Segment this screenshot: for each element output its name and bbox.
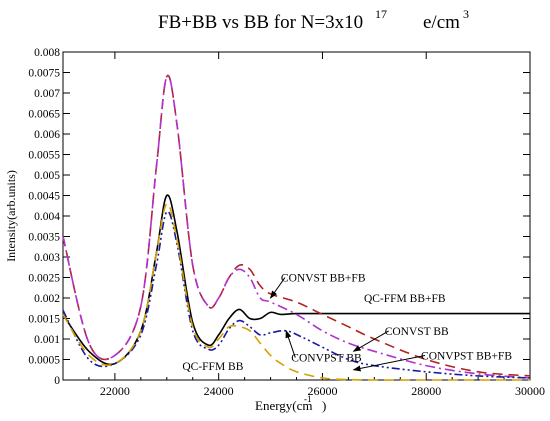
chart-title-text: FB+BB vs BB for N=3x10 <box>158 12 363 33</box>
series-line-qc-ffm-bb-fb <box>62 194 530 366</box>
y-tick-label: 0.003 <box>34 252 60 264</box>
series-line-qc-ffm-bb <box>62 202 530 381</box>
x-tick-label: 28000 <box>411 384 441 398</box>
x-tick-label: 24000 <box>204 384 234 398</box>
series-layer <box>62 74 531 381</box>
y-tick-label: 0.008 <box>34 47 60 59</box>
annotation-convst-bb-fb: CONVST BB+FB <box>281 273 366 285</box>
x-tick-label: 26000 <box>307 384 337 398</box>
y-tick-label: 0 <box>54 375 60 387</box>
annotation-qc-ffm-bb-fb: QC-FFM BB+FB <box>364 293 446 305</box>
plot-area <box>62 51 531 381</box>
y-tick-label: 0.0025 <box>28 273 60 285</box>
chart-title-suffix: e/cm <box>423 12 460 33</box>
annotation-layer: CONVST BB+FB QC-FFM BB+FB CONVST BB CONVPST… <box>182 273 512 373</box>
x-tick-label: 30000 <box>515 384 545 398</box>
x-tick-label: 22000 <box>100 384 130 398</box>
axes: 22000 24000 26000 28000 30000 0 0.0005 0.001 0.0… <box>28 47 545 398</box>
y-tick-label: 0.0045 <box>28 191 60 203</box>
y-tick-label: 0.0055 <box>28 150 60 162</box>
annotation-convpst-bb: CONVPST BB <box>291 353 362 365</box>
y-tick-label: 0.0065 <box>28 109 60 121</box>
chart-title-exponent: 17 <box>375 7 387 21</box>
chart-title-suffix-exponent: 3 <box>463 7 469 21</box>
y-tick-label: 0.0075 <box>28 68 60 80</box>
y-tick-label: 0.0035 <box>28 232 60 244</box>
annotation-arrow-convst-bb <box>352 330 389 352</box>
annotation-arrow-convpst-bb-fb <box>352 355 426 372</box>
y-tick-label: 0.007 <box>34 88 60 100</box>
series-line-convpst-bb-fb <box>62 210 531 379</box>
y-tick-label: 0.004 <box>34 211 60 223</box>
y-tick-label: 0.006 <box>34 129 60 141</box>
y-axis-label: Intensity(arb.units) <box>4 170 18 262</box>
x-axis-label-exponent: -1 <box>304 394 312 404</box>
annotation-convst-bb: CONVST BB <box>385 326 449 338</box>
y-tick-label: 0.0005 <box>28 355 60 367</box>
y-tick-label: 0.002 <box>34 293 60 305</box>
y-tick-label: 0.005 <box>34 170 60 182</box>
series-line-convst-bb <box>62 74 531 379</box>
y-tick-label: 0.001 <box>34 334 60 346</box>
annotation-convpst-bb-fb: CONVPST BB+FB <box>421 351 512 363</box>
annotation-arrow-convst-bb-fb <box>269 277 286 299</box>
chart-title: FB+BB vs BB for N=3x10 17 e/cm 3 <box>158 7 469 33</box>
x-axis-label-suffix: ) <box>322 398 326 413</box>
x-axis-label-text: Energy(cm <box>255 398 313 413</box>
annotation-arrow-convpst-bb <box>285 329 296 358</box>
annotation-qc-ffm-bb: QC-FFM BB <box>182 361 243 373</box>
y-tick-label: 0.0015 <box>28 314 60 326</box>
x-axis-label: Energy(cm -1 ) <box>255 394 326 413</box>
